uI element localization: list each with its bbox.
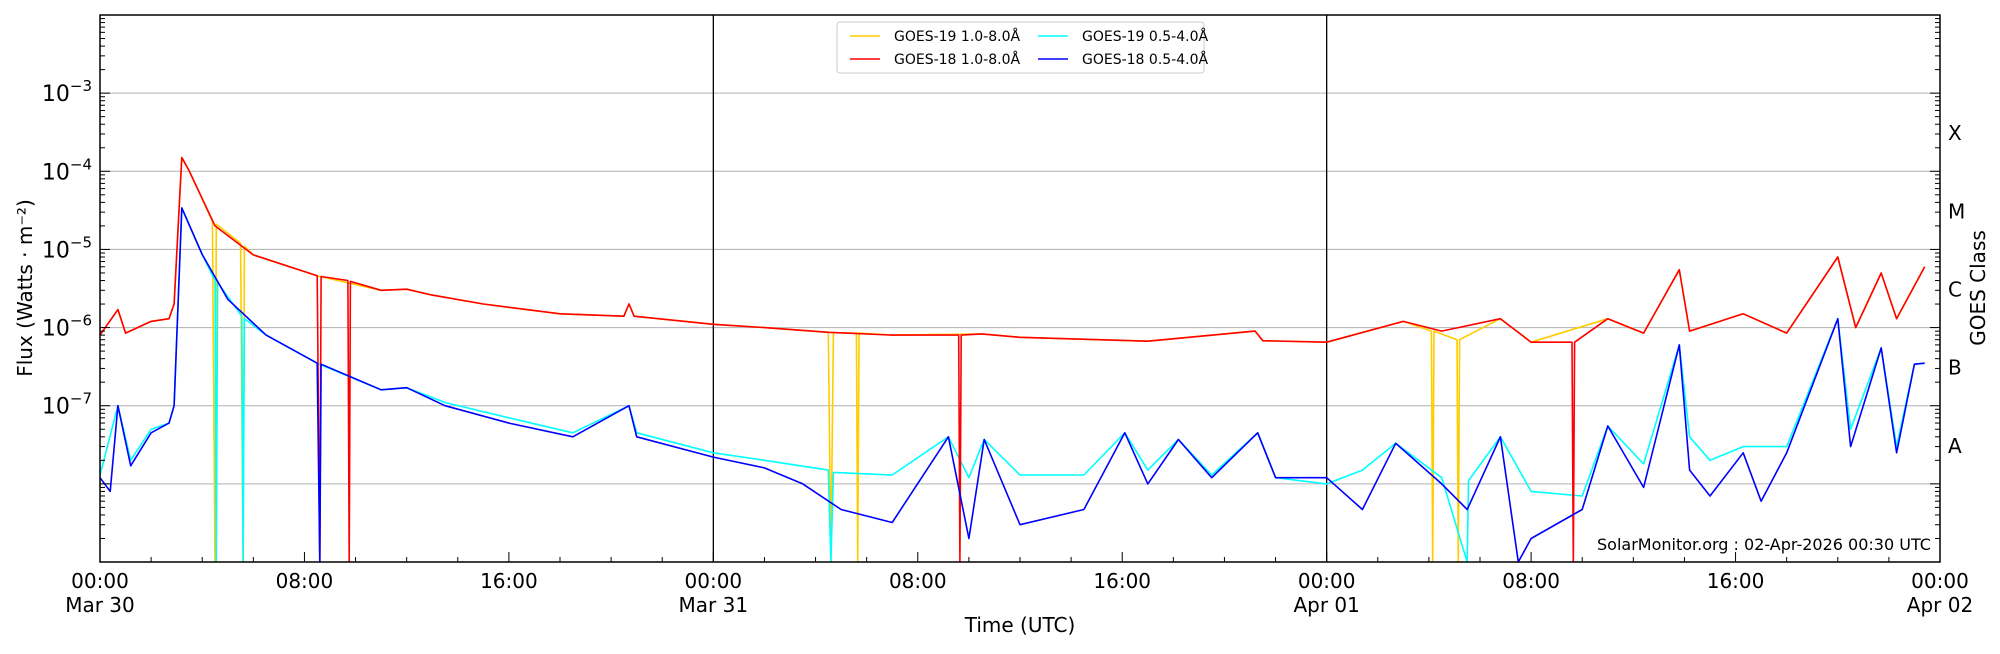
x-tick-time: 00:00 [1911, 569, 1969, 593]
x-tick-time: 08:00 [276, 569, 334, 593]
x-tick-time: 00:00 [71, 569, 129, 593]
legend-label: GOES-19 0.5-4.0Å [1082, 28, 1208, 45]
x-tick-date: Apr 01 [1293, 593, 1359, 617]
y-tick-label: 10−5 [42, 233, 92, 263]
watermark-annotation: SolarMonitor.org : 02-Apr-2026 00:30 UTC [1597, 535, 1931, 554]
x-tick-time: 08:00 [889, 569, 947, 593]
series-line-2 [99, 156, 1926, 563]
legend-box [836, 21, 1205, 74]
y-tick-label: 10−7 [42, 390, 92, 420]
legend: GOES-19 1.0-8.0Å GOES-19 0.5-4.0Å GOES-18 … [836, 21, 1208, 74]
day-lines [712, 15, 1328, 562]
x-tick-time: 16:00 [480, 569, 538, 593]
legend-label: GOES-18 0.5-4.0Å [1082, 51, 1208, 68]
goes-class-label-M: M [1948, 199, 1965, 223]
gridlines [100, 92, 1940, 485]
y-tick-label: 10−4 [42, 155, 92, 185]
series-line-0 [99, 156, 1926, 563]
x-tick-time: 16:00 [1707, 569, 1765, 593]
legend-label: GOES-19 1.0-8.0Å [894, 28, 1020, 45]
x-tick-date: Mar 30 [65, 593, 135, 617]
x-tick-date: Mar 31 [679, 593, 749, 617]
x-tick-time: 08:00 [1502, 569, 1560, 593]
series-line-3 [99, 207, 1925, 563]
legend-label: GOES-18 1.0-8.0Å [894, 51, 1020, 68]
y-tick-label: 10−3 [42, 77, 92, 107]
y-axis-label: Flux (Watts · m⁻²) [13, 199, 37, 377]
series-line-1 [99, 207, 1925, 563]
x-tick-time: 00:00 [685, 569, 743, 593]
y-axis-right-label: GOES Class [1966, 230, 1990, 346]
y-tick-label: 10−6 [42, 312, 92, 342]
goes-class-label-B: B [1948, 356, 1962, 380]
x-tick-time: 16:00 [1093, 569, 1151, 593]
goes-class-label-X: X [1948, 121, 1962, 145]
x-tick-date: Apr 02 [1907, 593, 1973, 617]
goes-class-label-A: A [1948, 434, 1962, 458]
goes-class-label-C: C [1948, 278, 1962, 302]
series-lines [99, 156, 1926, 563]
x-tick-time: 00:00 [1298, 569, 1356, 593]
x-axis-label: Time (UTC) [964, 613, 1076, 637]
